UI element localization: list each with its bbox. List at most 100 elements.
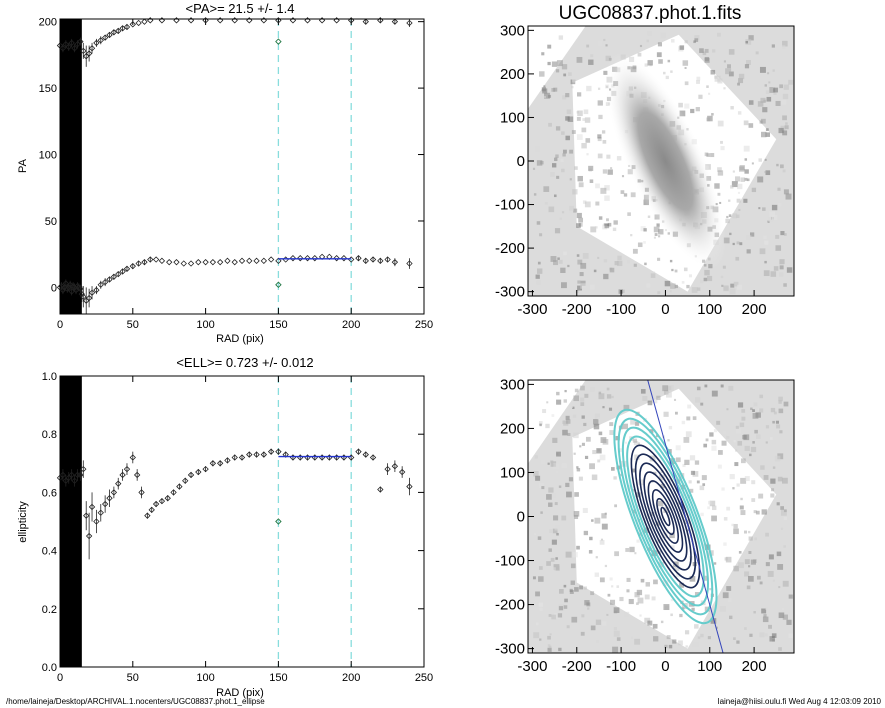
iso-noise-pixel [675,572,681,577]
fits-noise-pixel [657,291,661,295]
fits-noise-pixel [555,69,560,73]
fits-noise-pixel [703,277,708,282]
iso-noise-pixel [739,422,745,428]
fits-noise-pixel [684,40,688,44]
fits-noise-pixel [696,76,701,81]
iso-noise-pixel [566,491,572,498]
iso-noise-pixel [694,592,700,597]
fits-noise-pixel [576,134,583,140]
fits-noise-pixel [768,81,771,84]
iso-noise-pixel [738,562,744,569]
fits-noise-pixel [576,116,581,121]
iso-noise-pixel [578,476,583,481]
pa-xtick-label: 250 [415,319,433,331]
ell-point [348,454,355,461]
fits-noise-pixel [607,169,613,175]
iso-noise-pixel [613,476,617,480]
fits-noise-pixel [773,87,778,93]
iso-noise-pixel [584,393,589,398]
fits-noise-pixel [766,96,772,102]
fits-noise-pixel [617,255,622,261]
iso-noise-pixel [532,576,536,580]
fits-noise-pixel [543,95,547,99]
iso-noise-pixel [786,619,792,625]
ell-point [85,532,93,540]
fits-noise-pixel [696,287,701,291]
fits-noise-pixel [746,235,752,241]
pa-point [88,45,96,52]
iso-noise-pixel [734,462,739,467]
pa-point [348,256,355,263]
fits-noise-pixel [769,211,775,217]
iso-noise-pixel [546,494,552,500]
iso-isophote [621,426,709,607]
iso-noise-pixel [721,487,725,491]
iso-noise-pixel [752,441,755,444]
iso-noise-pixel [684,630,690,635]
fits-noise-pixel [758,158,762,162]
iso-noise-pixel [566,625,570,629]
pa-point [115,27,122,35]
iso-noise-pixel [534,455,538,459]
iso-noise-pixel [688,480,692,484]
fits-noise-pixel [733,281,739,287]
iso-noise-pixel [697,636,701,639]
iso-noise-pixel [783,401,789,407]
iso-noise-pixel [601,523,608,530]
iso-noise-pixel [547,506,551,509]
iso-noise-pixel [635,492,641,498]
pa-point [78,290,86,298]
pa-outlier-point [275,281,282,289]
iso-noise-pixel [718,450,723,455]
iso-noise-pixel [773,411,777,415]
fits-noise-pixel [598,114,603,120]
fits-noise-pixel [761,131,767,138]
fits-noise-pixel [783,84,789,90]
pa-point [369,256,377,263]
iso-noise-pixel [634,421,640,426]
ell-core-band [60,376,82,667]
iso-noise-pixel [694,397,701,403]
fits-noise-pixel [582,118,586,121]
fits-noise-pixel [632,248,638,254]
iso-noise-pixel [694,624,699,629]
iso-noise-pixel [788,633,793,638]
fits-noise-pixel [688,274,692,278]
iso-noise-pixel [685,431,692,438]
iso-noise-pixel [709,500,716,507]
iso-noise-pixel [582,507,588,514]
iso-noise-pixel [551,414,555,417]
fits-noise-pixel [584,117,591,123]
ell-point [238,454,246,461]
ell-point [176,483,183,490]
iso-noise-pixel [583,422,587,427]
iso-noise-pixel [553,463,560,470]
iso-noise-pixel [542,409,547,414]
fits-xtick-label: -100 [606,301,636,318]
iso-noise-pixel [573,432,579,439]
fits-noise-pixel [710,69,716,75]
iso-noise-pixel [782,526,787,530]
fits-noise-pixel [720,140,723,144]
iso-ytick-label: 0 [517,509,525,526]
ell-point [362,451,369,458]
iso-ytick-label: 100 [500,464,525,481]
fits-noise-pixel [660,32,666,39]
iso-noise-pixel [757,408,760,411]
fits-noise-pixel [576,56,583,63]
fits-noise-pixel [670,283,676,289]
iso-noise-pixel [717,464,722,469]
fits-noise-pixel [553,259,559,266]
iso-noise-pixel [729,615,733,620]
fits-noise-pixel [561,64,568,70]
iso-noise-pixel [610,599,616,605]
pa-point [275,257,282,265]
fits-noise-pixel [717,78,723,84]
fits-noise-pixel [664,280,671,287]
fits-noise-pixel [743,198,748,203]
pa-point [384,256,391,263]
fits-noise-pixel [780,164,784,169]
fits-image-area [528,26,794,296]
iso-noise-pixel [763,614,767,618]
fits-noise-pixel [563,251,567,256]
